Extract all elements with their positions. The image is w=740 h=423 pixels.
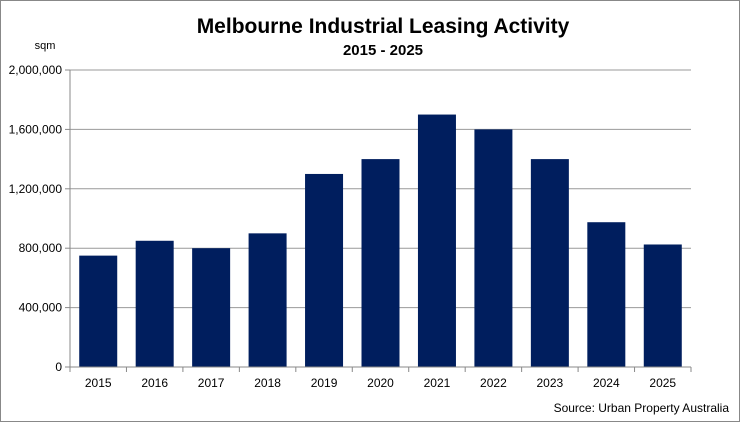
bar-2020	[361, 159, 400, 367]
y-tick-label: 2,000,000	[9, 63, 63, 77]
x-tick-label: 2016	[141, 376, 168, 390]
x-tick-label: 2024	[593, 376, 620, 390]
bar-2025	[643, 244, 682, 367]
bar-2016	[135, 240, 174, 367]
y-tick-label: 400,000	[19, 301, 63, 315]
y-tick-label: 1,200,000	[9, 182, 63, 196]
x-tick-label: 2015	[85, 376, 112, 390]
x-tick-label: 2017	[198, 376, 225, 390]
x-tick-label: 2019	[311, 376, 338, 390]
x-tick-label: 2023	[537, 376, 564, 390]
bar-2023	[530, 159, 569, 367]
source-note: Source: Urban Property Australia	[554, 401, 730, 415]
bar-2022	[474, 129, 513, 367]
bar-2024	[587, 222, 626, 367]
y-tick-label: 1,600,000	[9, 122, 63, 136]
x-tick-label: 2020	[367, 376, 394, 390]
bar-2017	[192, 248, 231, 367]
x-tick-label: 2022	[480, 376, 507, 390]
x-tick-label: 2025	[649, 376, 676, 390]
y-axis-label: sqm	[35, 40, 56, 52]
y-tick-label: 0	[55, 360, 62, 374]
chart-title: Melbourne Industrial Leasing Activity	[197, 15, 570, 38]
bar-2019	[305, 173, 344, 367]
y-tick-label: 800,000	[19, 241, 63, 255]
bar-2018	[248, 233, 287, 367]
bar-2021	[417, 114, 456, 367]
bar-2015	[79, 255, 118, 367]
chart-subtitle: 2015 - 2025	[343, 42, 423, 59]
x-tick-label: 2021	[424, 376, 451, 390]
x-tick-label: 2018	[254, 376, 281, 390]
